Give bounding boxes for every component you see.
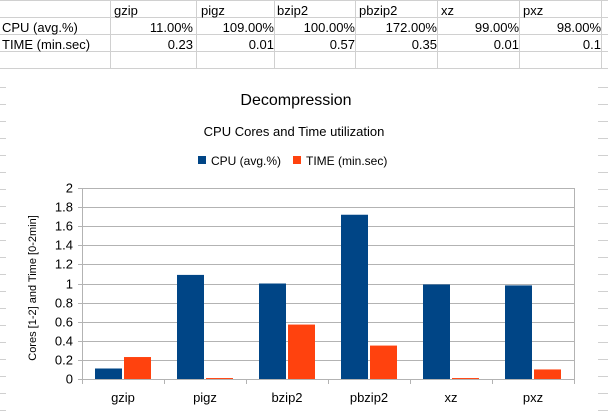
y-axis-label: Cores [1-2] and Time [0-2min] (27, 215, 39, 361)
plot-area: 0 0.2 0.4 0.6 0.8 1 1.2 1.4 1.6 1.8 2 gzip pigz bzip2… (55, 181, 575, 405)
legend-label-time: TIME (min.sec) (306, 154, 387, 168)
bar-cpu-xz (423, 284, 450, 379)
bar-time-bzip2 (288, 324, 315, 379)
cell-time-bzip2[interactable]: 0.57 (329, 37, 355, 52)
y-tick-label: 1.4 (55, 238, 73, 253)
y-tick-label: 1.6 (55, 219, 73, 234)
chart-title: Decompression (240, 92, 351, 109)
cell-cpu-xz[interactable]: 99.00% (474, 20, 519, 35)
x-tick-label: xz (445, 390, 458, 405)
cell-cpu-bzip2[interactable]: 100.00% (303, 20, 355, 35)
y-tick-label: 0.2 (55, 353, 73, 368)
bar-cpu-bzip2 (259, 283, 286, 379)
chart-object[interactable]: Decompression CPU Cores and Time utiliza… (0, 78, 608, 412)
row-label-time[interactable]: TIME (min.sec) (2, 37, 91, 52)
cell-cpu-pbzip2[interactable]: 172.00% (385, 20, 437, 35)
y-tick-label: 0 (66, 372, 73, 387)
y-tick-label: 1 (66, 277, 73, 292)
x-tick-label: pxz (523, 390, 543, 405)
chart-subtitle: CPU Cores and Time utilization (204, 124, 385, 139)
bar-time-gzip (124, 357, 151, 379)
y-tick-label: 0.4 (55, 334, 73, 349)
bar-cpu-gzip (95, 368, 122, 379)
y-tick-label: 0.8 (55, 296, 73, 311)
x-tick-label: pigz (193, 390, 217, 405)
legend-swatch-cpu (198, 156, 206, 164)
bar-cpu-pigz (177, 274, 204, 379)
column-header-pigz[interactable]: pigz (201, 3, 225, 18)
x-tick-label: pbzip2 (350, 390, 388, 405)
bar-chart: Decompression CPU Cores and Time utiliza… (27, 92, 575, 405)
legend-swatch-time (293, 156, 301, 164)
x-tick-label: gzip (111, 390, 135, 405)
cell-cpu-pigz[interactable]: 109.00% (222, 20, 274, 35)
column-header-pxz[interactable]: pxz (523, 3, 544, 18)
cell-time-pigz[interactable]: 0.01 (248, 37, 274, 52)
legend-label-cpu: CPU (avg.%) (211, 154, 281, 168)
column-header-pbzip2[interactable]: pbzip2 (359, 3, 398, 18)
bar-cpu-pxz (505, 285, 532, 379)
bar-time-pigz (206, 378, 233, 379)
x-tick-label: bzip2 (271, 390, 302, 405)
column-header-gzip[interactable]: gzip (114, 3, 138, 18)
chart-legend: CPU (avg.%) TIME (min.sec) (198, 154, 387, 168)
column-header-xz[interactable]: xz (441, 3, 454, 18)
cell-cpu-gzip[interactable]: 11.00% (149, 20, 193, 35)
y-tick-label: 0.6 (55, 315, 73, 330)
cell-time-xz[interactable]: 0.01 (493, 37, 519, 52)
bar-time-pbzip2 (370, 345, 397, 379)
y-tick-label: 1.2 (55, 257, 73, 272)
cell-time-pbzip2[interactable]: 0.35 (411, 37, 437, 52)
cell-cpu-pxz[interactable]: 98.00% (556, 20, 601, 35)
cell-time-gzip[interactable]: 0.23 (167, 37, 193, 52)
bar-time-pxz (534, 369, 561, 379)
cell-time-pxz[interactable]: 0.1 (582, 37, 601, 52)
bar-time-xz (452, 378, 479, 379)
y-tick-label: 2 (66, 181, 73, 196)
bar-cpu-pbzip2 (341, 214, 368, 379)
column-header-bzip2[interactable]: bzip2 (277, 3, 309, 18)
row-label-cpu[interactable]: CPU (avg.%) (2, 20, 78, 35)
y-tick-label: 1.8 (55, 200, 73, 215)
